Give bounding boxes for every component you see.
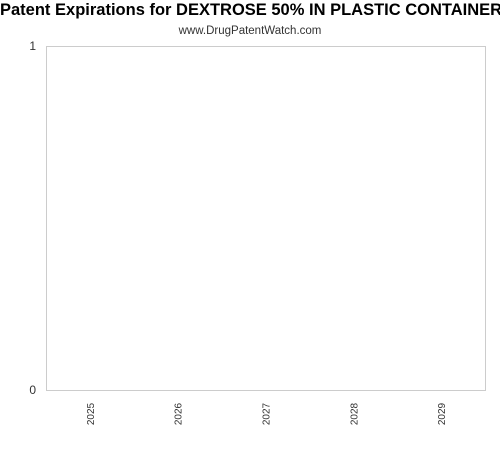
y-axis: 01: [29, 39, 36, 397]
plot-area-frame: [46, 46, 486, 391]
x-tick-label: 2027: [262, 402, 273, 425]
x-tick-label: 2025: [86, 402, 97, 425]
y-tick-label: 1: [29, 39, 36, 53]
x-tick-label: 2026: [174, 402, 185, 425]
chart-title: Patent Expirations for DEXTROSE 50% IN P…: [0, 1, 500, 19]
x-tick-label: 2029: [437, 402, 448, 425]
y-tick-label: 0: [29, 383, 36, 397]
x-tick-label: 2028: [349, 402, 360, 425]
x-axis: 2025 2026 2027 2028 2029: [86, 402, 448, 425]
chart-subtitle: www.DrugPatentWatch.com: [178, 25, 322, 37]
